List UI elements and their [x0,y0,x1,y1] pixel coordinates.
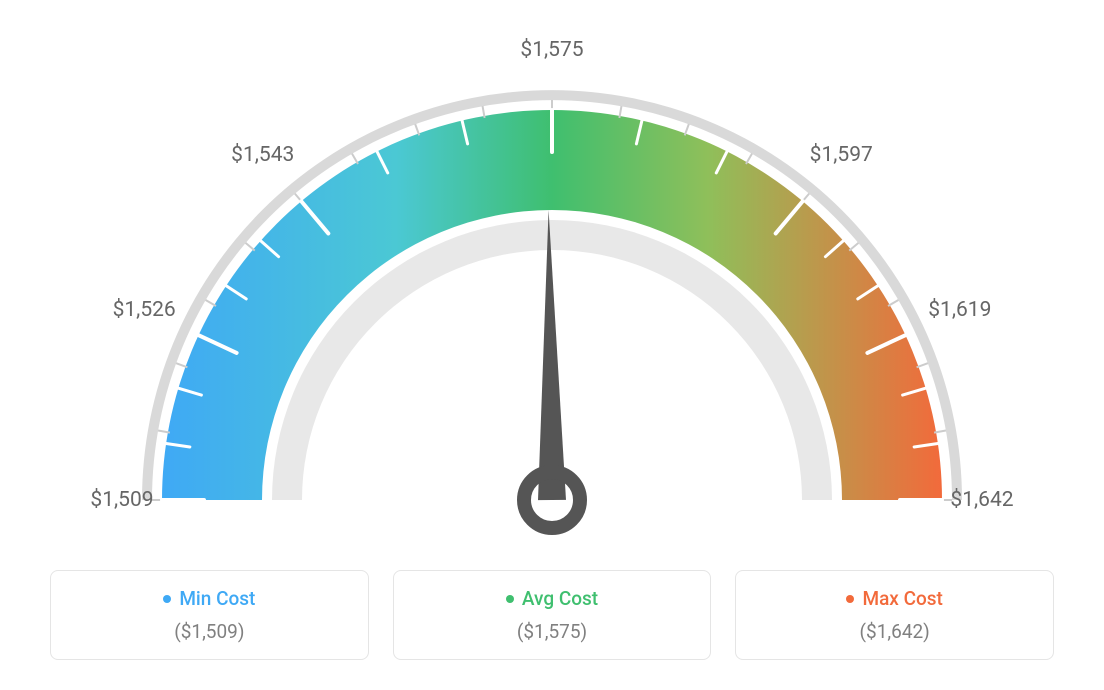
legend-avg-label: Avg Cost [506,587,598,610]
gauge-area: $1,509 $1,526 $1,543 $1,575 $1,597 $1,619 $1,6… [0,0,1104,560]
legend-card-avg: Avg Cost ($1,575) [393,570,712,660]
legend-avg-value: ($1,575) [414,620,691,643]
gauge-tick-label: $1,597 [810,143,873,167]
gauge-tick-label: $1,526 [113,298,176,322]
legend-max-value: ($1,642) [756,620,1033,643]
legend-min-label: Min Cost [163,587,255,610]
gauge-tick-label: $1,642 [950,488,1013,512]
gauge-tick-label: $1,543 [231,143,294,167]
gauge-tick-label: $1,619 [928,298,991,322]
legend-card-max: Max Cost ($1,642) [735,570,1054,660]
legend-row: Min Cost ($1,509) Avg Cost ($1,575) Max … [50,570,1054,660]
gauge-tick-label: $1,575 [520,38,583,62]
legend-card-min: Min Cost ($1,509) [50,570,369,660]
legend-max-label: Max Cost [846,587,942,610]
gauge-svg [0,0,1104,560]
legend-min-value: ($1,509) [71,620,348,643]
gauge-chart-container: $1,509 $1,526 $1,543 $1,575 $1,597 $1,619 $1,6… [0,0,1104,690]
gauge-tick-label: $1,509 [90,488,153,512]
